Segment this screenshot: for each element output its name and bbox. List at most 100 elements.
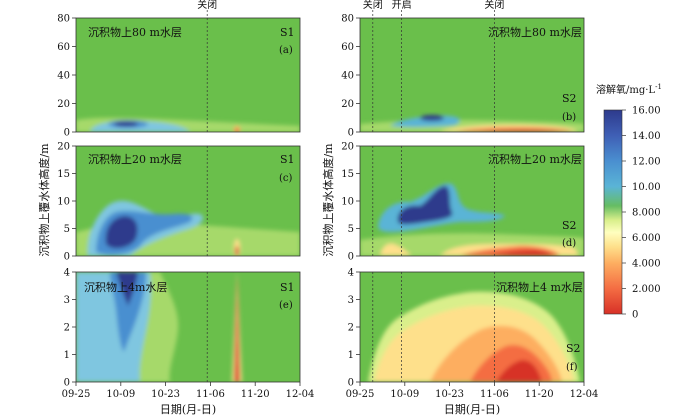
colorbar-tick-7: 2.000: [632, 284, 661, 295]
panel-d-ytick-15: 15: [341, 169, 354, 180]
panel-a-low-do-core: [235, 129, 239, 132]
panel-f-label: (f): [566, 362, 578, 373]
colorbar-tick-3: 10.00: [632, 182, 661, 193]
event-label-a-1: 关闭: [197, 0, 217, 11]
panel-c-site: S1: [280, 153, 295, 166]
panel-a-site: S1: [280, 26, 295, 39]
panel-c-title: 沉积物上20 m水层: [88, 152, 182, 166]
colorbar: 溶解氧/mg·L-1 16.00 14.00 12.00 10.00 8.000 6.00…: [596, 83, 662, 321]
x-axis-label-left: 日期(月-日): [160, 403, 216, 416]
panel-a-s1-80m: 0 20 40 60 80 沉积物上80 m水层 S1 (a): [57, 14, 301, 139]
xaxis-left-tick-10-09: 10-09: [106, 389, 135, 400]
panel-b-ytick-60: 60: [341, 42, 354, 53]
colorbar-tick-2: 12.00: [632, 157, 661, 168]
xaxis-right-tick-11-06: 11-06: [480, 389, 509, 400]
panel-c-ytick-15: 15: [57, 169, 70, 180]
colorbar-title-superscript: -1: [655, 83, 662, 91]
x-axis-label-right: 日期(月-日): [444, 403, 500, 416]
xaxis-left-tick-11-20: 11-20: [241, 389, 270, 400]
panel-c-ytick-20: 20: [57, 142, 70, 153]
panel-f-red-zone: [496, 360, 542, 382]
panel-a-y-axis: 0 20 40 60 80: [57, 14, 76, 139]
event-label-b-2: 开启: [392, 0, 412, 11]
panel-f-ytick-4: 4: [348, 268, 354, 279]
panel-b-title: 沉积物上80 m水层: [488, 25, 582, 39]
x-axis-left: 09-25 10-09 10-23 11-06 11-20 12-04: [62, 382, 315, 400]
panel-e-high-do-core: [116, 272, 138, 306]
panel-b-background: [360, 18, 584, 132]
panel-a-background: [76, 18, 300, 132]
panel-d-yellow-spot: [380, 243, 410, 256]
panel-e-ytick-2: 2: [64, 323, 70, 334]
panel-e-label: (e): [279, 300, 293, 311]
panel-a-high-do-core: [114, 121, 138, 127]
panel-d-s2-20m: 0 5 10 15 20 沉积物上20 m水层 S2 (d): [341, 142, 585, 263]
y-axis-label-left: 沉积物上覆水体高度/m: [37, 143, 51, 257]
panel-d-ytick-0: 0: [348, 252, 354, 263]
panel-d-red-zone: [490, 250, 552, 256]
panel-f-s2-4m: 0 1 2 3 4 沉积物上4 m水层 S2 (f): [348, 268, 585, 389]
panel-e-ytick-4: 4: [64, 268, 70, 279]
panel-c-y-axis: 0 5 10 15 20: [57, 142, 76, 263]
panel-e-y-axis: 0 1 2 3 4: [64, 268, 76, 389]
xaxis-right-tick-11-20: 11-20: [525, 389, 554, 400]
event-label-b-3: 关闭: [484, 0, 504, 11]
panel-b-s2-80m: 0 20 40 60 80 沉积物上80 m水层 S2 (b): [341, 14, 585, 139]
panel-f-ytick-3: 3: [348, 295, 354, 306]
colorbar-title-main: 溶解氧/mg·L: [596, 83, 655, 96]
panel-a-ytick-80: 80: [57, 14, 70, 25]
panel-e-s1-4m: 0 1 2 3 4 沉积物上4m水层 S1 (e): [64, 268, 301, 389]
panel-b-ytick-40: 40: [341, 71, 354, 82]
panel-c-high-do-core: [105, 216, 138, 249]
xaxis-right-tick-09-25: 09-25: [346, 389, 375, 400]
panel-b-red-zone: [480, 129, 560, 132]
xaxis-left-tick-09-25: 09-25: [62, 389, 91, 400]
panel-a-ytick-60: 60: [57, 42, 70, 53]
colorbar-tick-0: 16.00: [632, 106, 661, 117]
event-label-b-1: 关闭: [363, 0, 383, 11]
panel-e-site: S1: [280, 281, 295, 294]
xaxis-left-tick-12-04: 12-04: [286, 389, 315, 400]
xaxis-right-tick-10-23: 10-23: [435, 389, 464, 400]
colorbar-tick-4: 8.000: [632, 208, 661, 219]
colorbar-tick-6: 4.000: [632, 259, 661, 270]
event-markers: 关闭 关闭 开启 关闭: [197, 0, 504, 382]
panel-f-ytick-2: 2: [348, 323, 354, 334]
colorbar-tick-1: 14.00: [632, 131, 661, 142]
panel-c-ytick-10: 10: [57, 197, 70, 208]
panel-b-high-do-core: [420, 115, 444, 121]
panel-e-low-do-strip: [234, 276, 240, 382]
xaxis-right-tick-10-09: 10-09: [390, 389, 419, 400]
colorbar-title: 溶解氧/mg·L-1: [596, 83, 662, 96]
panel-e-title: 沉积物上4m水层: [84, 280, 167, 294]
panel-f-ytick-0: 0: [348, 378, 354, 389]
panel-c-ytick-0: 0: [64, 252, 70, 263]
panel-d-label: (d): [562, 238, 576, 249]
panel-c-low-do-core: [235, 246, 239, 256]
panel-a-label: (a): [279, 45, 293, 56]
panel-f-y-axis: 0 1 2 3 4: [348, 268, 360, 389]
panel-e-blue-zone: [110, 272, 146, 352]
panel-b-ytick-20: 20: [341, 99, 354, 110]
panel-f-title: 沉积物上4 m水层: [496, 280, 583, 294]
panel-b-site: S2: [562, 92, 577, 105]
panel-c-ytick-5: 5: [64, 224, 70, 235]
colorbar-gradient: [603, 109, 623, 315]
panel-b-ytick-80: 80: [341, 14, 354, 25]
panel-b-label: (b): [562, 112, 576, 123]
panel-d-high-do-core: [397, 186, 453, 225]
xaxis-left-tick-11-06: 11-06: [196, 389, 225, 400]
panel-f-site: S2: [566, 342, 581, 355]
panel-d-ytick-5: 5: [348, 224, 354, 235]
panel-a-ytick-0: 0: [64, 128, 70, 139]
panel-b-y-axis: 0 20 40 60 80: [341, 14, 360, 139]
panel-a-title: 沉积物上80 m水层: [88, 25, 182, 39]
panel-d-site: S2: [562, 219, 577, 232]
panel-e-ytick-1: 1: [64, 350, 70, 361]
xaxis-right-tick-12-04: 12-04: [570, 389, 599, 400]
panel-f-ytick-1: 1: [348, 350, 354, 361]
panel-a-ytick-20: 20: [57, 99, 70, 110]
panel-c-s1-20m: 0 5 10 15 20 沉积物上20 m水层 S1 (c): [57, 142, 301, 263]
xaxis-left-tick-10-23: 10-23: [151, 389, 180, 400]
